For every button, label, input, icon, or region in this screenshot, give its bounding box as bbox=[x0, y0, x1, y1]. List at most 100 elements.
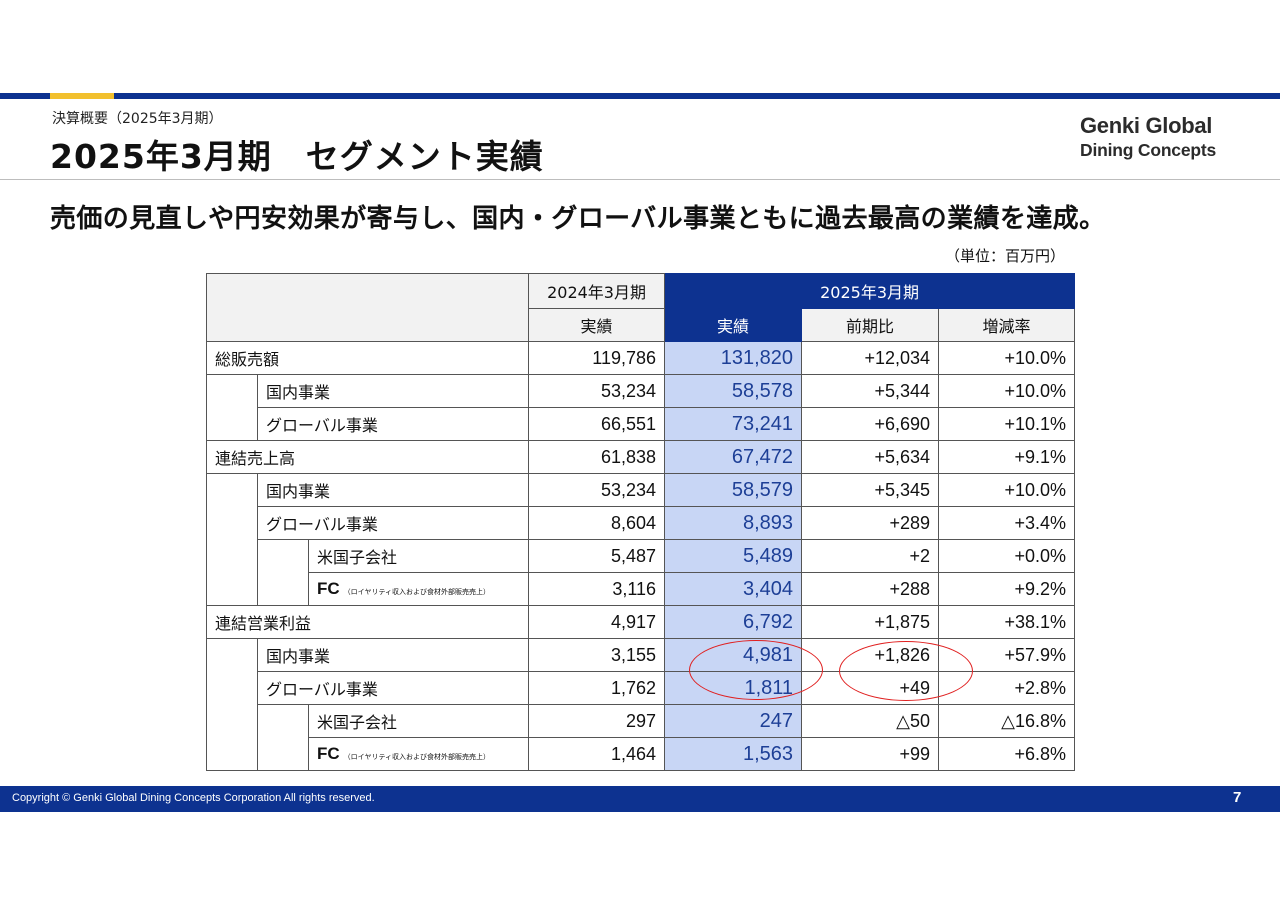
cell-yoy: +5,344 bbox=[801, 374, 940, 408]
cell-yoy: +2 bbox=[801, 539, 940, 573]
header-actual-curr: 実績 bbox=[664, 308, 803, 342]
cell-yoy: △50 bbox=[801, 704, 940, 738]
unit-label: （単位：百万円） bbox=[945, 247, 1066, 265]
row-label: 米国子会社 bbox=[307, 539, 530, 573]
page-number: 7 bbox=[1233, 789, 1242, 806]
cell-rate: +6.8% bbox=[938, 737, 1076, 771]
row-label-fc: FC （ロイヤリティ収入および食材外部販売売上） bbox=[307, 572, 530, 606]
row-label-fc: FC （ロイヤリティ収入および食材外部販売売上） bbox=[307, 737, 530, 771]
cell-curr: 67,472 bbox=[664, 440, 803, 474]
fc-label: FC bbox=[317, 744, 340, 763]
cell-prev: 4,917 bbox=[528, 605, 666, 639]
cell-rate: +0.0% bbox=[938, 539, 1076, 573]
header-curr-period: 2025年3月期 bbox=[664, 273, 1076, 309]
cell-prev: 61,838 bbox=[528, 440, 666, 474]
cell-prev: 66,551 bbox=[528, 407, 666, 441]
footer: Copyright © Genki Global Dining Concepts… bbox=[0, 786, 1280, 812]
row-label: 国内事業 bbox=[256, 374, 530, 408]
table-row: 連結売上高 61,838 67,472 +5,634 +9.1% bbox=[205, 440, 1076, 474]
cell-curr: 5,489 bbox=[664, 539, 803, 573]
row-label: 国内事業 bbox=[256, 638, 530, 672]
highlight-circle-yoy bbox=[839, 641, 973, 701]
table-row: グローバル事業 8,604 8,893 +289 +3.4% bbox=[207, 506, 1076, 540]
table-row: グローバル事業 66,551 73,241 +6,690 +10.1% bbox=[207, 407, 1076, 441]
page-title: 2025年3月期 セグメント実績 bbox=[50, 137, 544, 176]
indent-spacer bbox=[257, 539, 309, 606]
cell-curr: 58,579 bbox=[664, 473, 803, 507]
row-label: 国内事業 bbox=[256, 473, 530, 507]
cell-rate: +10.1% bbox=[938, 407, 1076, 441]
cell-prev: 119,786 bbox=[528, 341, 666, 375]
cell-yoy: +6,690 bbox=[801, 407, 940, 441]
fc-label: FC bbox=[317, 579, 340, 598]
table-row: 米国子会社 5,487 5,489 +2 +0.0% bbox=[207, 539, 1076, 606]
indent-spacer bbox=[206, 638, 258, 771]
logo-line1: Genki Global bbox=[1080, 113, 1213, 138]
row-label: 米国子会社 bbox=[307, 704, 530, 738]
table-row: 総販売額 119,786 131,820 +12,034 +10.0% bbox=[205, 341, 1076, 375]
row-label: 総販売額 bbox=[205, 341, 530, 375]
header-corner bbox=[205, 273, 530, 342]
logo-line2: Dining Concepts bbox=[1080, 140, 1217, 160]
cell-curr: 8,893 bbox=[664, 506, 803, 540]
table-row: FC （ロイヤリティ収入および食材外部販売売上） 1,464 1,563 +99 … bbox=[207, 737, 1076, 771]
cell-curr: 6,792 bbox=[664, 605, 803, 639]
table-row: 国内事業 53,234 58,578 +5,344 +10.0% bbox=[206, 374, 1076, 441]
indent-spacer bbox=[257, 704, 309, 771]
cell-yoy: +288 bbox=[801, 572, 940, 606]
row-label: 連結営業利益 bbox=[205, 605, 530, 639]
breadcrumb: 決算概要（2025年3月期） bbox=[52, 111, 223, 127]
top-accent bbox=[50, 93, 114, 99]
row-label: 連結売上高 bbox=[205, 440, 530, 474]
cell-prev: 1,762 bbox=[528, 671, 666, 705]
row-label: グローバル事業 bbox=[256, 671, 530, 705]
top-bar bbox=[0, 93, 1280, 99]
row-label: グローバル事業 bbox=[256, 506, 530, 540]
copyright-text: Copyright © Genki Global Dining Concepts… bbox=[12, 792, 375, 804]
indent-spacer bbox=[206, 473, 258, 606]
cell-yoy: +5,634 bbox=[801, 440, 940, 474]
header-actual-prev: 実績 bbox=[528, 308, 666, 342]
table-row: 連結営業利益 4,917 6,792 +1,875 +38.1% bbox=[205, 605, 1076, 639]
cell-prev: 3,116 bbox=[528, 572, 666, 606]
cell-yoy: +289 bbox=[801, 506, 940, 540]
header-rate: 増減率 bbox=[938, 308, 1076, 342]
cell-curr: 131,820 bbox=[664, 341, 803, 375]
cell-prev: 5,487 bbox=[528, 539, 666, 573]
cell-rate: +38.1% bbox=[938, 605, 1076, 639]
cell-curr: 73,241 bbox=[664, 407, 803, 441]
cell-rate: △16.8% bbox=[938, 704, 1076, 738]
cell-curr: 247 bbox=[664, 704, 803, 738]
cell-prev: 53,234 bbox=[528, 374, 666, 408]
cell-yoy: +5,345 bbox=[801, 473, 940, 507]
cell-prev: 1,464 bbox=[528, 737, 666, 771]
highlight-circle-actual bbox=[689, 640, 823, 700]
table-row: FC （ロイヤリティ収入および食材外部販売売上） 3,116 3,404 +288… bbox=[207, 572, 1076, 606]
cell-yoy: +1,875 bbox=[801, 605, 940, 639]
cell-curr: 3,404 bbox=[664, 572, 803, 606]
cell-rate: +10.0% bbox=[938, 473, 1076, 507]
cell-curr: 58,578 bbox=[664, 374, 803, 408]
cell-rate: +9.1% bbox=[938, 440, 1076, 474]
fc-note: （ロイヤリティ収入および食材外部販売売上） bbox=[343, 588, 491, 596]
cell-prev: 8,604 bbox=[528, 506, 666, 540]
cell-yoy: +99 bbox=[801, 737, 940, 771]
cell-yoy: +12,034 bbox=[801, 341, 940, 375]
cell-rate: +10.0% bbox=[938, 374, 1076, 408]
indent-spacer bbox=[206, 374, 258, 441]
company-logo: Genki Global Dining Concepts bbox=[1080, 114, 1216, 162]
row-label: グローバル事業 bbox=[256, 407, 530, 441]
header-prev-period: 2024年3月期 bbox=[528, 273, 666, 309]
fc-note: （ロイヤリティ収入および食材外部販売売上） bbox=[343, 753, 491, 761]
cell-rate: +10.0% bbox=[938, 341, 1076, 375]
header-divider bbox=[0, 179, 1280, 180]
cell-rate: +3.4% bbox=[938, 506, 1076, 540]
cell-prev: 297 bbox=[528, 704, 666, 738]
table-row: 国内事業 53,234 58,579 +5,345 +10.0% bbox=[206, 473, 1076, 606]
cell-prev: 3,155 bbox=[528, 638, 666, 672]
cell-curr: 1,563 bbox=[664, 737, 803, 771]
headline: 売価の見直しや円安効果が寄与し、国内・グローバル事業ともに過去最高の業績を達成。 bbox=[50, 204, 1106, 234]
segment-results-table: 2024年3月期 2025年3月期 実績 実績 前期比 増減率 総販売額 119… bbox=[205, 273, 1076, 771]
table-row: 米国子会社 297 247 △50 △16.8% bbox=[207, 704, 1076, 771]
cell-rate: +9.2% bbox=[938, 572, 1076, 606]
